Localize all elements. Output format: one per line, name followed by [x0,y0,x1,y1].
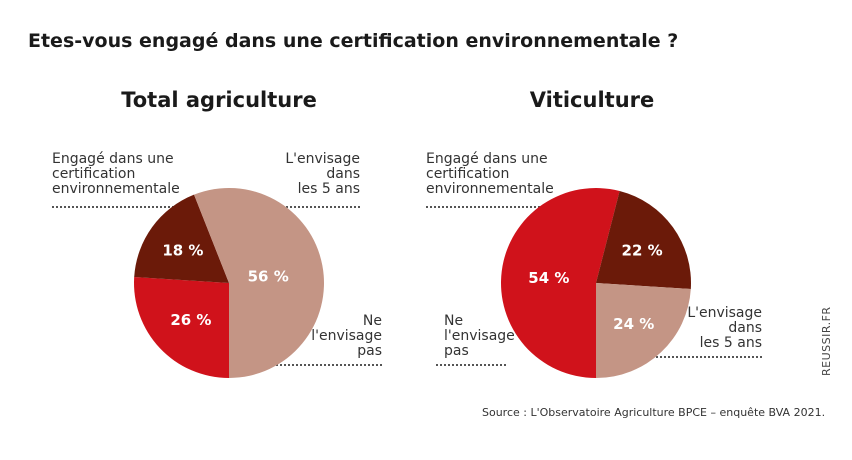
data-label-ne-envisage-total: 56 % [248,268,289,286]
label-ne-envisage-total: Ne l'envisage pas [311,313,382,359]
pie-slice-ne-envisage-total [194,188,324,378]
source-note: Source : L'Observatoire Agriculture BPCE… [482,406,826,419]
data-label-envisage-viti: 22 % [622,241,663,259]
label-ne-envisage-viti: Ne l'envisage pas [444,313,515,359]
site-credit: REUSSIR.FR [820,306,833,376]
pie-slice-ne-envisage-viti [596,283,691,378]
leader-envisage-total [278,206,360,208]
chart-title-viticulture: Viticulture [529,88,655,112]
leader-envisage-viti [648,356,762,358]
data-label-envisage-total: 18 % [162,241,203,259]
pie-slice-envisage-viti [596,190,692,289]
leader-ne-envisage-total [276,364,382,366]
data-label-engage-total: 26 % [170,311,211,329]
leader-ne-envisage-viti [436,364,506,366]
main-title: Etes-vous engagé dans une certification … [28,30,679,52]
chart-title-total-agriculture: Total agriculture [121,88,317,112]
label-engage-total: Engagé dans une certification environnem… [52,151,180,197]
label-envisage-total: L'envisage dans les 5 ans [285,151,360,197]
data-label-engage-viti: 54 % [528,269,569,287]
leader-engage-total [52,206,202,208]
label-engage-viti: Engagé dans une certification environnem… [426,151,554,197]
pie-slice-engage-total [134,277,229,378]
label-envisage-viti: L'envisage dans les 5 ans [687,305,762,351]
pie-slice-engage-viti [501,188,620,378]
data-label-ne-envisage-viti: 24 % [613,315,654,333]
pie-slice-envisage-total [134,194,229,283]
leader-engage-viti [426,206,544,208]
